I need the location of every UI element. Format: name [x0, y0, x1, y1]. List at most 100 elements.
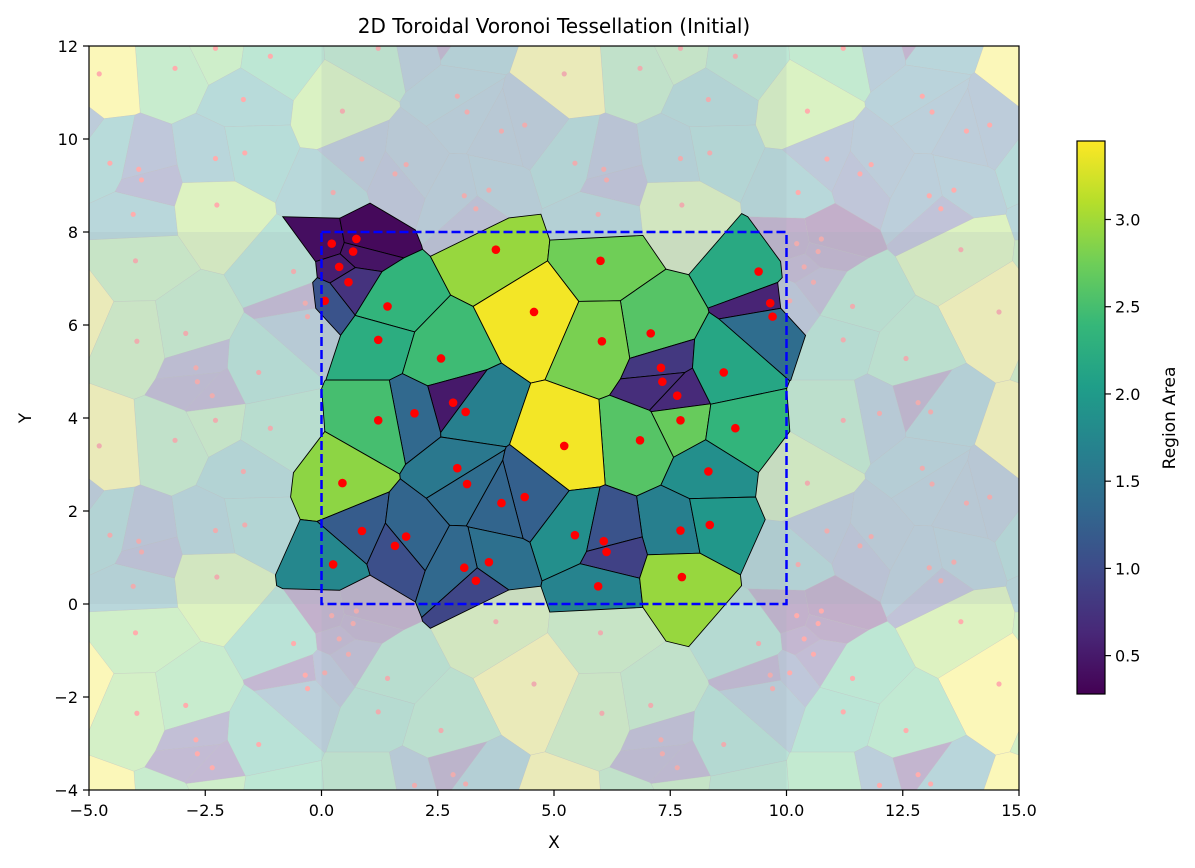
seed-point: [497, 498, 506, 508]
y-tick-label: 10: [58, 130, 78, 149]
seed-point: [676, 416, 685, 425]
x-axis-label: X: [548, 833, 560, 853]
voronoi-cell: [421, 567, 510, 629]
seed-point: [334, 262, 344, 272]
seed-point: [602, 547, 611, 557]
seed-point: [768, 312, 777, 321]
seed-point: [383, 302, 392, 311]
seed-point: [471, 576, 481, 586]
ghost-point: [1064, 339, 1069, 344]
seed-point: [656, 363, 666, 373]
seed-point: [452, 463, 462, 473]
seed-point: [529, 307, 539, 317]
seed-point: [344, 277, 353, 287]
colorbar-tick-label: 2.5: [1115, 298, 1140, 317]
colorbar-tick-label: 2.0: [1115, 385, 1140, 404]
x-tick-label: −5.0: [70, 801, 109, 820]
y-axis-label: Y: [16, 412, 36, 424]
colorbar-tick-label: 3.0: [1115, 211, 1140, 230]
seed-point: [599, 536, 609, 546]
ghost-point: [915, 28, 920, 33]
seed-point: [754, 267, 763, 276]
chart-title: 2D Toroidal Voronoi Tessellation (Initia…: [358, 14, 750, 38]
y-axis: −4 −2 0 2 4 6 8 10 12: [54, 37, 89, 800]
seed-point: [373, 416, 383, 425]
seed-point: [597, 336, 607, 346]
colorbar-frame: [1076, 140, 1106, 695]
y-tick-label: −4: [54, 781, 78, 800]
seed-point: [646, 329, 656, 338]
seed-point: [593, 582, 603, 591]
ghost-point: [1061, 212, 1066, 217]
seed-point: [596, 256, 605, 266]
ghost-point: [733, 798, 738, 803]
seed-point: [676, 526, 685, 535]
x-tick-label: 2.5: [425, 801, 450, 820]
seed-point: [357, 526, 367, 536]
colorbar-label: Region Area: [1160, 367, 1180, 470]
seed-point: [484, 557, 494, 567]
colorbar-tick-label: 1.0: [1115, 559, 1140, 578]
seed-point: [672, 391, 682, 400]
colorbar: 0.5 1.0 1.5 2.0 2.5 3.0 Region Area: [1076, 140, 1180, 695]
y-tick-label: 0: [68, 595, 78, 614]
x-tick-label: 15.0: [1001, 801, 1037, 820]
y-tick-label: 12: [58, 37, 78, 56]
ghost-point: [928, 37, 933, 42]
voronoi-cell: [717, 307, 807, 382]
seed-point: [338, 478, 347, 488]
seed-point: [461, 407, 470, 417]
y-tick-label: 2: [68, 502, 78, 521]
colorbar-fill: [1077, 141, 1105, 694]
seed-point: [327, 239, 337, 248]
seed-point: [704, 467, 713, 476]
seed-point: [401, 532, 411, 541]
plot-area: [57, 28, 1069, 815]
seed-point: [520, 492, 530, 502]
ghost-point: [637, 810, 642, 815]
voronoi-cell: [639, 552, 743, 648]
x-tick-label: −2.5: [186, 801, 225, 820]
ghost-point: [463, 37, 468, 42]
seed-point: [462, 479, 472, 489]
seed-point: [390, 541, 400, 551]
ghost-point: [1037, 533, 1042, 538]
ghost-point: [66, 309, 71, 314]
ghost-point: [1027, 71, 1032, 76]
seed-point: [491, 245, 501, 254]
seed-point: [635, 436, 645, 445]
main-points: [320, 234, 777, 591]
seed-point: [352, 234, 361, 244]
seed-point: [328, 560, 338, 569]
x-tick-label: 12.5: [885, 801, 921, 820]
voronoi-cell: [274, 519, 371, 591]
x-tick-label: 7.5: [658, 801, 683, 820]
ghost-point: [57, 494, 62, 499]
ghost-point: [66, 681, 71, 686]
domain-border: [320, 230, 788, 606]
seed-point: [719, 368, 729, 377]
seed-point: [436, 354, 446, 363]
ghost-point: [1063, 258, 1068, 263]
colorbar-tick-label: 0.5: [1115, 647, 1140, 666]
ghost-point: [877, 39, 882, 44]
seed-point: [559, 441, 569, 451]
seed-point: [570, 530, 580, 540]
ghost-point: [1063, 630, 1068, 635]
colorbar-ticks: 0.5 1.0 1.5 2.0 2.5 3.0: [1105, 211, 1140, 666]
seed-point: [677, 572, 687, 582]
y-tick-label: −2: [54, 688, 78, 707]
x-axis: −5.0 −2.5 0.0 2.5 5.0 7.5 10.0 12.5 15.0: [70, 790, 1037, 820]
x-tick-label: 0.0: [309, 801, 334, 820]
ghost-point: [172, 810, 177, 815]
ghost-point: [1027, 443, 1032, 448]
ghost-point: [1037, 161, 1042, 166]
seed-point: [731, 423, 740, 433]
seed-point: [658, 377, 667, 387]
ghost-point: [57, 122, 62, 127]
seed-point: [765, 298, 775, 308]
y-tick-label: 6: [68, 316, 78, 335]
seed-point: [410, 409, 419, 418]
ghost-point: [1061, 584, 1066, 589]
ghost-point: [412, 39, 417, 44]
